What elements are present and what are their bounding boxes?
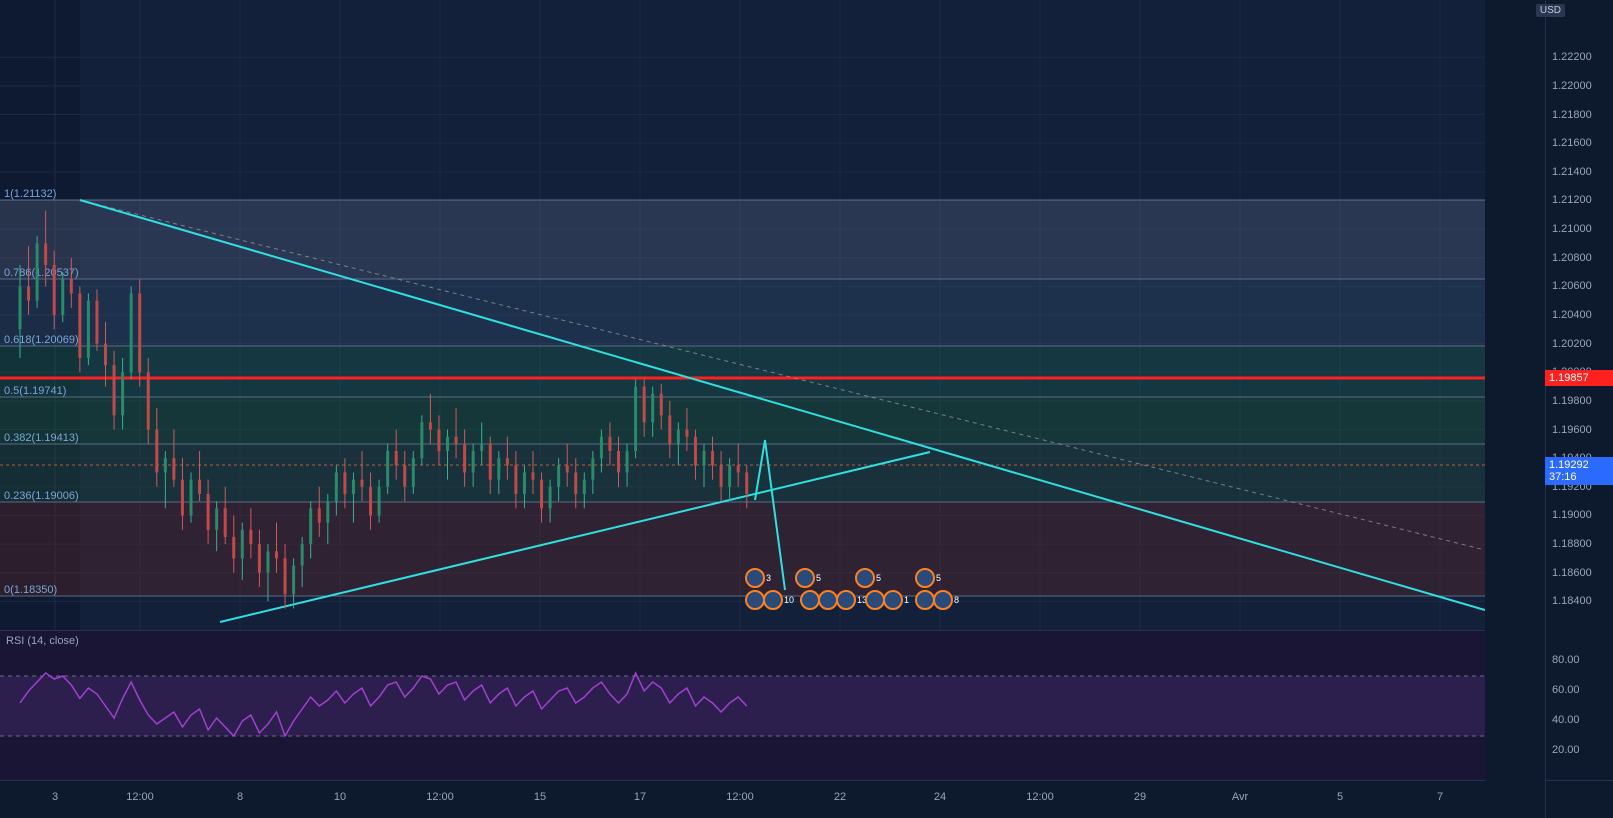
time-axis-label: Avr (1232, 791, 1248, 803)
time-axis[interactable]: 3 12:00 8 10 12:00 15 17 12:00 22 24 12:00 29 Avr 5 7 (0, 780, 1485, 818)
price-axis-label: 1.20600 (1552, 280, 1592, 292)
currency-badge[interactable]: USD (1536, 4, 1565, 17)
time-axis-label: 22 (834, 791, 846, 803)
time-axis-label: 12:00 (126, 791, 154, 803)
price-axis-label: 1.21200 (1552, 194, 1592, 206)
time-axis-label: 12:00 (1026, 791, 1054, 803)
price-axis-label: 1.21800 (1552, 109, 1592, 121)
rsi-axis-label: 20.00 (1552, 744, 1580, 756)
svg-text:0.382(1.19413): 0.382(1.19413) (4, 432, 79, 444)
svg-text:3: 3 (766, 573, 771, 583)
price-axis-label: 1.20200 (1552, 338, 1592, 350)
time-axis-label: 29 (1134, 791, 1146, 803)
rsi-axis-label: 60.00 (1552, 684, 1580, 696)
svg-text:0.236(1.19006): 0.236(1.19006) (4, 490, 79, 502)
price-axis-label: 1.20400 (1552, 309, 1592, 321)
price-axis-label: 1.18400 (1552, 595, 1592, 607)
time-axis-label: 8 (237, 791, 243, 803)
price-axis-label: 1.19000 (1552, 509, 1592, 521)
svg-text:5: 5 (936, 573, 941, 583)
price-axis-label: 1.18600 (1552, 567, 1592, 579)
time-axis-label: 12:00 (426, 791, 454, 803)
svg-text:8: 8 (954, 595, 959, 605)
time-axis-label: 15 (534, 791, 546, 803)
svg-text:1: 1 (904, 595, 909, 605)
rsi-axis[interactable]: 80.00 60.00 40.00 20.00 (1545, 630, 1613, 780)
price-axis-label: 1.19600 (1552, 424, 1592, 436)
price-axis-label: 1.19800 (1552, 395, 1592, 407)
time-axis-label: 5 (1337, 791, 1343, 803)
svg-text:0(1.18350): 0(1.18350) (4, 584, 57, 596)
time-axis-label: 3 (52, 791, 58, 803)
chart-container: 1(1.21132) 0.786(1.20537) 0.618(1.20069) 0.… (0, 0, 1613, 818)
svg-text:5: 5 (876, 573, 881, 583)
time-axis-label: 10 (334, 791, 346, 803)
axis-corner (1545, 780, 1613, 818)
time-axis-label: 24 (934, 791, 946, 803)
price-axis-label: 1.22000 (1552, 80, 1592, 92)
rsi-panel[interactable]: RSI (14, close) (0, 630, 1485, 780)
price-chart[interactable]: 1(1.21132) 0.786(1.20537) 0.618(1.20069) 0.… (0, 0, 1485, 630)
time-axis-label: 12:00 (726, 791, 754, 803)
svg-text:0.618(1.20069): 0.618(1.20069) (4, 334, 79, 346)
price-tag: 1.1929237:16 (1545, 457, 1613, 485)
svg-text:0.786(1.20537): 0.786(1.20537) (4, 267, 79, 279)
time-axis-label: 7 (1437, 791, 1443, 803)
price-axis-label: 1.18800 (1552, 538, 1592, 550)
price-axis-label: 1.20800 (1552, 252, 1592, 264)
rsi-axis-label: 40.00 (1552, 714, 1580, 726)
svg-text:10: 10 (784, 595, 794, 605)
price-tag: 1.19857 (1545, 370, 1613, 386)
price-axis[interactable]: 1.22200 1.22000 1.21800 1.21600 1.21400 1.212… (1545, 0, 1613, 630)
svg-text:0.5(1.19741): 0.5(1.19741) (4, 385, 66, 397)
time-axis-label: 17 (634, 791, 646, 803)
price-chart-svg: 1(1.21132) 0.786(1.20537) 0.618(1.20069) 0.… (0, 0, 1485, 630)
svg-text:5: 5 (816, 573, 821, 583)
rsi-axis-label: 80.00 (1552, 654, 1580, 666)
price-axis-label: 1.21600 (1552, 137, 1592, 149)
price-axis-label: 1.21000 (1552, 223, 1592, 235)
svg-text:1(1.21132): 1(1.21132) (4, 188, 56, 200)
price-axis-label: 1.21400 (1552, 166, 1592, 178)
rsi-svg (0, 631, 1485, 781)
price-axis-label: 1.22200 (1552, 51, 1592, 63)
